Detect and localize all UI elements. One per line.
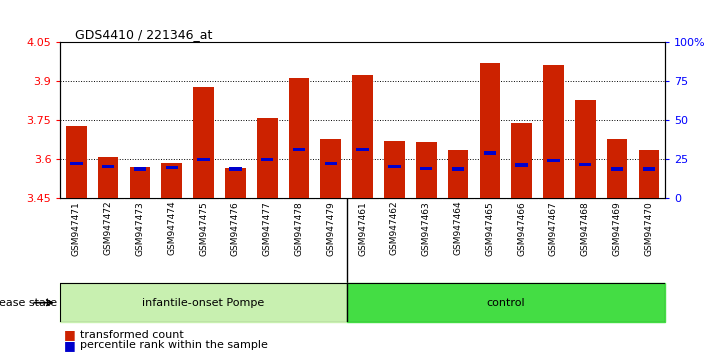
Bar — [388, 165, 400, 168]
Bar — [193, 87, 214, 198]
Bar — [543, 64, 564, 198]
Bar — [420, 167, 432, 170]
Text: GSM947470: GSM947470 — [644, 201, 653, 256]
Text: GSM947474: GSM947474 — [167, 201, 176, 256]
Bar — [643, 167, 655, 171]
Bar — [293, 148, 305, 151]
Bar — [356, 148, 369, 151]
Bar — [638, 150, 659, 198]
Text: ■: ■ — [64, 328, 76, 341]
Bar — [352, 75, 373, 198]
Text: control: control — [486, 298, 525, 308]
Bar — [66, 126, 87, 198]
Bar — [606, 138, 627, 198]
Bar — [225, 169, 246, 198]
Bar — [416, 142, 437, 198]
Text: GSM947477: GSM947477 — [262, 201, 272, 256]
Bar — [579, 163, 592, 166]
Bar — [321, 138, 341, 198]
Text: GSM947468: GSM947468 — [581, 201, 589, 256]
Bar — [161, 163, 182, 198]
Text: GSM947469: GSM947469 — [613, 201, 621, 256]
Bar — [134, 167, 146, 171]
Bar — [60, 283, 347, 322]
Text: GDS4410 / 221346_at: GDS4410 / 221346_at — [75, 28, 212, 41]
Text: GSM947476: GSM947476 — [231, 201, 240, 256]
Bar — [515, 163, 528, 167]
Text: GSM947473: GSM947473 — [136, 201, 144, 256]
Bar — [547, 159, 560, 162]
Bar — [198, 158, 210, 161]
Text: GSM947471: GSM947471 — [72, 201, 81, 256]
Text: GSM947466: GSM947466 — [517, 201, 526, 256]
Bar — [611, 167, 624, 171]
Bar — [451, 167, 464, 171]
Bar — [575, 99, 596, 198]
Text: GSM947462: GSM947462 — [390, 201, 399, 256]
Text: GSM947464: GSM947464 — [454, 201, 463, 256]
Text: transformed count: transformed count — [80, 330, 184, 339]
Bar — [347, 283, 665, 322]
Text: GSM947472: GSM947472 — [104, 201, 112, 256]
Bar — [511, 123, 532, 198]
Bar — [229, 167, 242, 171]
Bar — [70, 161, 82, 165]
Bar — [448, 150, 469, 198]
Text: GSM947465: GSM947465 — [486, 201, 494, 256]
Text: GSM947478: GSM947478 — [294, 201, 304, 256]
Bar — [102, 165, 114, 168]
Text: ■: ■ — [64, 339, 76, 352]
Text: infantile-onset Pompe: infantile-onset Pompe — [142, 298, 264, 308]
Bar — [98, 157, 119, 198]
Text: GSM947467: GSM947467 — [549, 201, 558, 256]
Bar — [166, 166, 178, 169]
Bar — [129, 167, 150, 198]
Bar — [479, 63, 500, 198]
Text: percentile rank within the sample: percentile rank within the sample — [80, 340, 268, 350]
Bar — [289, 78, 309, 198]
Text: GSM947475: GSM947475 — [199, 201, 208, 256]
Bar — [325, 162, 337, 165]
Bar — [261, 158, 274, 161]
Bar — [384, 141, 405, 198]
Bar — [257, 118, 277, 198]
Text: GSM947461: GSM947461 — [358, 201, 367, 256]
Text: GSM947479: GSM947479 — [326, 201, 336, 256]
Text: GSM947463: GSM947463 — [422, 201, 431, 256]
Bar — [483, 152, 496, 155]
Text: disease state: disease state — [0, 298, 57, 308]
